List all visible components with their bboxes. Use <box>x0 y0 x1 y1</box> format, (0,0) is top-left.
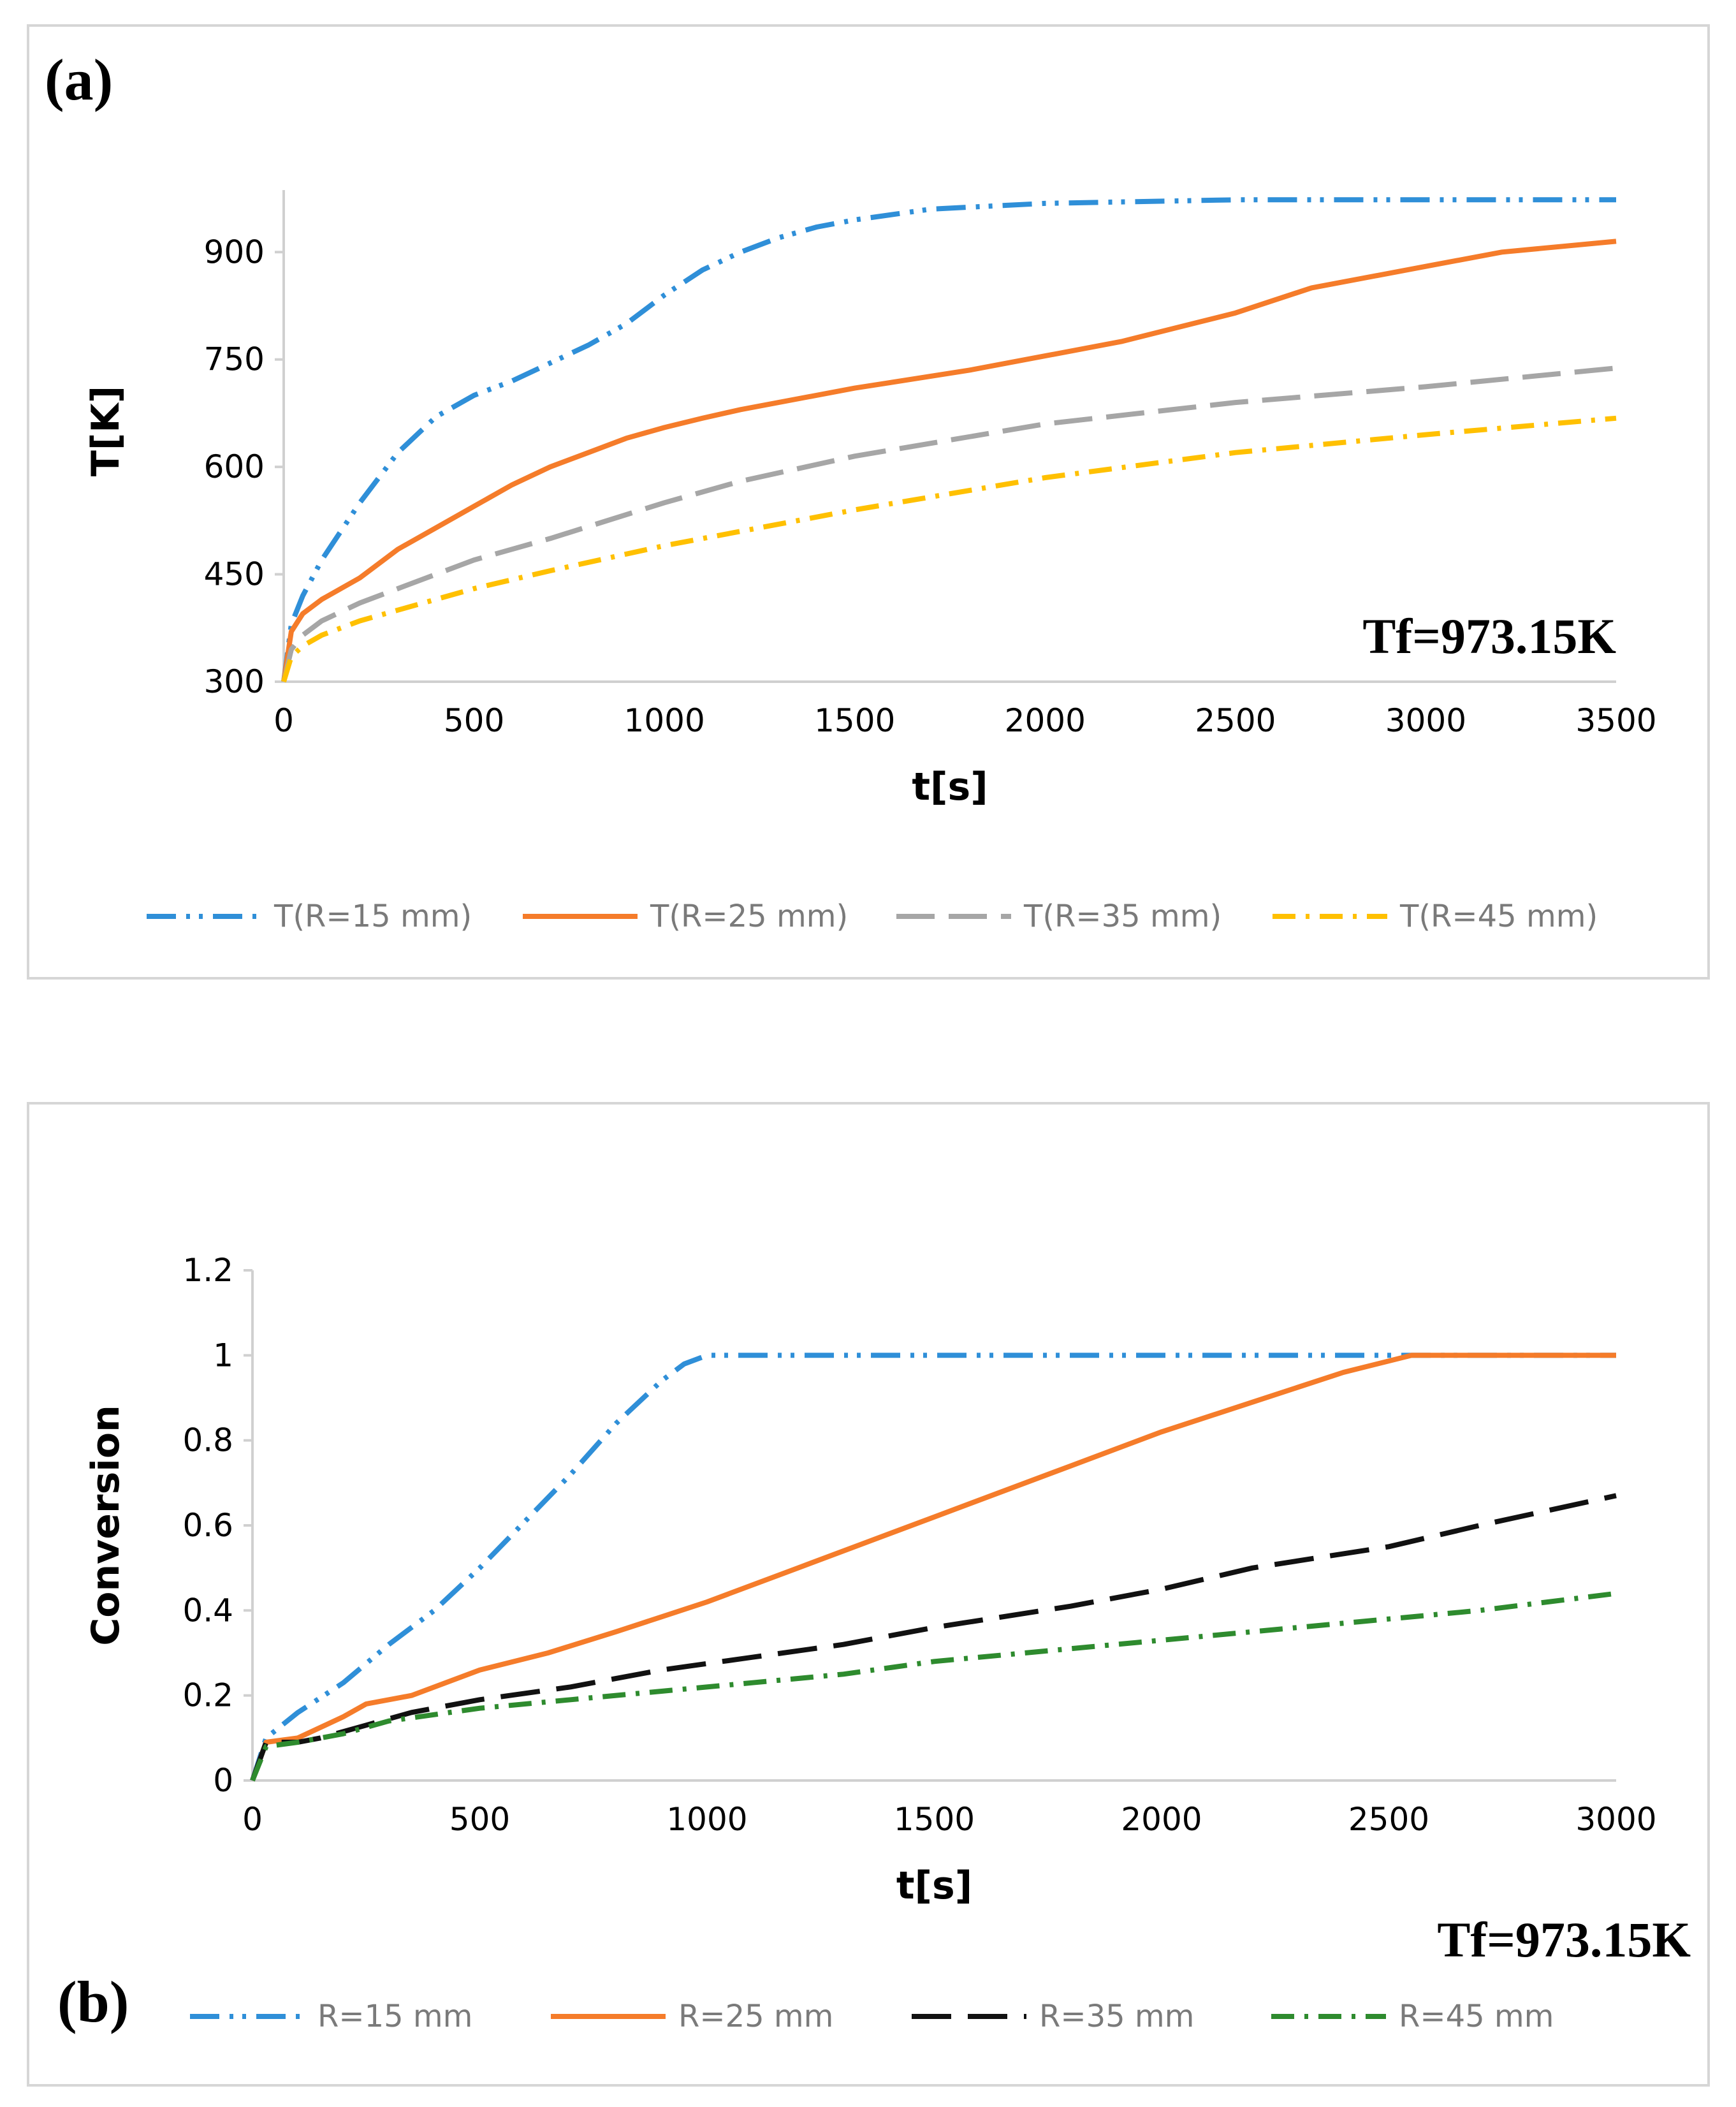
x-tick-label: 2500 <box>1195 702 1276 739</box>
x-tick-label: 0 <box>274 702 294 739</box>
y-tick-label: 600 <box>204 448 265 485</box>
x-tick-label: 2000 <box>1005 702 1086 739</box>
series-line-t-r-25-mm- <box>281 239 1617 682</box>
panel-label: (b) <box>57 1969 129 2034</box>
legend-label: R=35 mm <box>1039 1999 1194 2034</box>
y-tick-label: 0 <box>213 1762 233 1799</box>
y-tick-label: 0.6 <box>182 1507 233 1544</box>
series-line-r-45-mm <box>250 1590 1617 1782</box>
x-tick-label: 1500 <box>894 1801 975 1838</box>
x-tick-label: 1000 <box>624 702 705 739</box>
y-tick-label: 900 <box>204 233 265 270</box>
panel-b: 0 0.2 0.4 0.6 0.8 1 1.2 0 500 1000 1500 2000 2500 300… <box>27 1102 1710 2087</box>
y-tick-label: 1.2 <box>182 1252 233 1289</box>
x-axis-title: t[s] <box>896 1863 972 1908</box>
x-tick-label: 3000 <box>1385 702 1466 739</box>
legend-label: T(R=25 mm) <box>650 899 848 934</box>
y-tick-label: 1 <box>213 1337 233 1374</box>
series-line-t-r-15-mm- <box>281 197 1616 682</box>
panel-label: (a) <box>45 47 113 112</box>
y-tick-label: 0.2 <box>182 1677 233 1714</box>
tf-annotation: Tf=973.15K <box>1362 608 1616 664</box>
legend-label: R=45 mm <box>1399 1999 1554 2034</box>
series-line-t-r-35-mm- <box>281 365 1617 682</box>
x-axis-title: t[s] <box>912 765 988 809</box>
x-tick-label: 1000 <box>666 1801 747 1838</box>
legend-label: R=15 mm <box>317 1999 472 2034</box>
x-tick-label: 3500 <box>1575 702 1656 739</box>
legend-label: T(R=45 mm) <box>1399 899 1598 934</box>
x-tick-label: 2000 <box>1121 1801 1202 1838</box>
y-tick-label: 450 <box>204 556 265 593</box>
x-tick-label: 3000 <box>1575 1801 1656 1838</box>
x-tick-label: 2500 <box>1348 1801 1429 1838</box>
y-axis-title: T[K] <box>84 386 128 476</box>
legend-label: T(R=35 mm) <box>1023 899 1222 934</box>
series-line-r-25-mm <box>250 1353 1616 1782</box>
x-tick-label: 1500 <box>814 702 895 739</box>
series-line-r-35-mm <box>250 1493 1617 1782</box>
y-tick-label: 750 <box>204 341 265 378</box>
x-tick-label: 500 <box>449 1801 510 1838</box>
series-line-r-15-mm <box>250 1353 1616 1782</box>
panel-a: 300 450 600 750 900 0 500 1000 1500 2000 2500 3000 3… <box>27 24 1710 980</box>
y-tick-label: 0.8 <box>182 1422 233 1459</box>
legend-label: T(R=15 mm) <box>274 899 472 934</box>
x-tick-label: 500 <box>444 702 504 739</box>
legend-label: R=25 mm <box>678 1999 833 2034</box>
tf-annotation: Tf=973.15K <box>1437 1912 1691 1967</box>
chart-a-svg: 300 450 600 750 900 0 500 1000 1500 2000 2500 3000 3… <box>45 47 1657 934</box>
chart-b-svg: 0 0.2 0.4 0.6 0.8 1 1.2 0 500 1000 1500 2000 2500 300… <box>57 1252 1691 2034</box>
series-line-t-r-45-mm- <box>281 415 1617 683</box>
y-tick-label: 300 <box>204 663 265 700</box>
y-tick-label: 0.4 <box>182 1592 233 1629</box>
y-axis-title: Conversion <box>84 1405 128 1646</box>
x-tick-label: 0 <box>242 1801 263 1838</box>
